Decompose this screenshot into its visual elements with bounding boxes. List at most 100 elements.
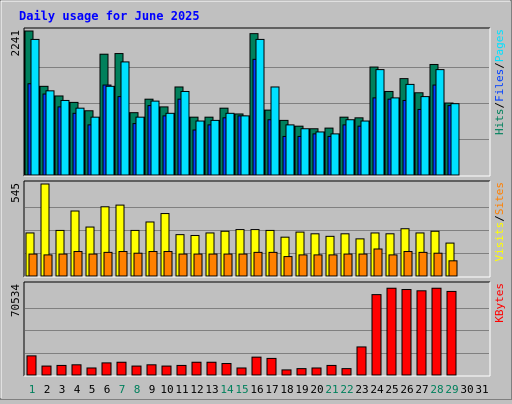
- bar-sites-day-5: [88, 253, 98, 277]
- bar-sites-day-17: [268, 251, 278, 277]
- legend-item-visits: Visits: [493, 222, 506, 262]
- day-label-30: 30: [460, 383, 473, 396]
- bar-pages-day-14: [225, 112, 235, 176]
- day-label-29: 29: [445, 383, 458, 396]
- legend-item-sites: Sites: [493, 182, 506, 215]
- bar-sites-day-21: [328, 254, 338, 277]
- bar-kbytes-day-22: [341, 368, 352, 376]
- bar-pages-day-12: [195, 120, 205, 176]
- bar-sites-day-15: [238, 253, 248, 277]
- bar-pages-day-29: [450, 103, 460, 176]
- bar-kbytes-day-23: [356, 346, 367, 376]
- bar-pages-day-4: [75, 107, 85, 176]
- bar-kbytes-day-18: [281, 369, 292, 376]
- bar-pages-day-19: [300, 128, 310, 176]
- day-label-14: 14: [220, 383, 234, 396]
- chart-panels: 2241Hits/Files/Pages545Visits/Sites70534…: [9, 27, 506, 377]
- legend-kbytes: KBytes: [493, 283, 506, 323]
- bar-kbytes-day-20: [311, 367, 322, 376]
- bar-kbytes-day-16: [251, 356, 262, 376]
- bar-kbytes-day-19: [296, 368, 307, 376]
- bar-kbytes-day-4: [71, 364, 82, 376]
- bar-kbytes-day-29: [446, 290, 457, 376]
- legend-item-separator: /: [493, 215, 506, 222]
- bar-pages-day-11: [180, 90, 190, 176]
- bar-kbytes-day-2: [41, 365, 52, 376]
- panel-kbytes: 70534 KBytes: [9, 281, 506, 377]
- legend-item-pages: Pages: [493, 29, 506, 62]
- bar-kbytes-day-24: [371, 294, 382, 376]
- bar-pages-day-28: [435, 69, 445, 176]
- bar-pages-day-10: [165, 112, 175, 176]
- legend-visits-sites: Visits/Sites: [493, 182, 506, 262]
- day-label-16: 16: [250, 383, 263, 396]
- day-label-1: 1: [29, 383, 36, 396]
- bar-pages-day-26: [405, 83, 415, 176]
- day-label-13: 13: [205, 383, 218, 396]
- day-label-24: 24: [370, 383, 384, 396]
- bar-sites-day-8: [133, 252, 143, 277]
- bar-sites-day-29: [448, 260, 458, 277]
- day-label-3: 3: [59, 383, 66, 396]
- bar-pages-day-22: [345, 119, 355, 176]
- bar-pages-day-25: [390, 97, 400, 176]
- bar-sites-day-4: [73, 251, 83, 277]
- bar-sites-day-19: [298, 254, 308, 277]
- bar-sites-day-11: [178, 253, 188, 277]
- day-label-18: 18: [280, 383, 293, 396]
- bar-kbytes-day-1: [26, 355, 37, 376]
- bar-kbytes-day-14: [221, 363, 232, 376]
- bar-pages-day-1: [30, 38, 40, 176]
- bar-pages-day-18: [285, 124, 295, 176]
- bar-pages-day-8: [135, 116, 145, 176]
- bar-sites-day-2: [43, 254, 53, 277]
- day-label-12: 12: [190, 383, 203, 396]
- bar-kbytes-day-28: [431, 287, 442, 376]
- bar-sites-day-26: [403, 251, 413, 277]
- day-label-23: 23: [355, 383, 368, 396]
- day-label-4: 4: [74, 383, 81, 396]
- bar-pages-day-15: [240, 115, 250, 176]
- panel-visits-sites: 545 Visits/Sites: [9, 180, 506, 278]
- bar-kbytes-day-21: [326, 364, 337, 376]
- bar-pages-day-24: [375, 69, 385, 176]
- bar-kbytes-day-5: [86, 367, 97, 376]
- bar-kbytes-day-15: [236, 367, 247, 376]
- bar-pages-day-6: [105, 85, 115, 176]
- bar-sites-day-1: [28, 253, 38, 277]
- bar-sites-day-25: [388, 254, 398, 277]
- x-axis-day-labels: 1 2 3 4 5 6 7 8 9 10 11 12 13 14 15 16 17 18 19 20 21 22 23 24 2…: [29, 383, 489, 396]
- legend-item-separator: /: [493, 102, 506, 109]
- bar-sites-day-16: [253, 251, 263, 277]
- bar-pages-day-13: [210, 119, 220, 176]
- bar-sites-day-6: [103, 251, 113, 277]
- bar-pages-day-5: [90, 116, 100, 176]
- bar-kbytes-day-25: [386, 287, 397, 376]
- chart-title: Daily usage for June 2025: [19, 9, 200, 23]
- bar-kbytes-day-3: [56, 364, 67, 376]
- bar-pages-day-7: [120, 61, 130, 176]
- bar-kbytes-day-12: [191, 361, 202, 376]
- bar-sites-day-27: [418, 251, 428, 277]
- bar-kbytes-day-13: [206, 361, 217, 376]
- bar-kbytes-day-7: [116, 361, 127, 376]
- day-label-15: 15: [235, 383, 248, 396]
- day-label-9: 9: [149, 383, 156, 396]
- legend-item-separator: /: [493, 62, 506, 69]
- bar-sites-day-24: [373, 248, 383, 277]
- day-label-2: 2: [44, 383, 51, 396]
- bar-kbytes-day-17: [266, 357, 277, 376]
- day-label-22: 22: [340, 383, 353, 396]
- bar-kbytes-day-10: [161, 365, 172, 376]
- bar-sites-day-12: [193, 253, 203, 277]
- bar-sites-day-22: [343, 253, 353, 277]
- legend-item-hits: Hits: [493, 109, 506, 136]
- bar-sites-day-23: [358, 253, 368, 277]
- day-label-21: 21: [325, 383, 338, 396]
- bar-kbytes-day-8: [131, 365, 142, 376]
- bar-kbytes-day-9: [146, 364, 157, 376]
- day-label-11: 11: [175, 383, 188, 396]
